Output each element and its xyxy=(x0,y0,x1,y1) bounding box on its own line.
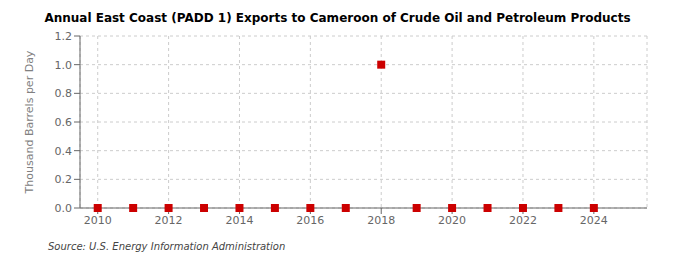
html-text:Source: U.S. Energy Informatio: Source: U.S. Energy Information Administ… xyxy=(48,241,286,252)
svg-text:0.2: 0.2 xyxy=(55,173,73,186)
html-text:Annual East Coast (PADD 1) Exp: Annual East Coast (PADD 1) Exports to Ca… xyxy=(44,11,631,25)
svg-text:0.8: 0.8 xyxy=(55,87,73,100)
svg-text:2014: 2014 xyxy=(225,214,253,227)
svg-text:2010: 2010 xyxy=(84,214,112,227)
svg-text:2024: 2024 xyxy=(580,214,608,227)
svg-text:0.0: 0.0 xyxy=(55,202,73,215)
svg-text:2012: 2012 xyxy=(155,214,183,227)
svg-text:2022: 2022 xyxy=(509,214,537,227)
svg-text:0.4: 0.4 xyxy=(55,145,73,158)
svg-text:1.0: 1.0 xyxy=(55,59,73,72)
svg-text:2016: 2016 xyxy=(296,214,324,227)
svg-text:2020: 2020 xyxy=(438,214,466,227)
svg-text:1.2: 1.2 xyxy=(55,30,73,43)
svg-text:0.6: 0.6 xyxy=(55,116,73,129)
svg-text:2018: 2018 xyxy=(367,214,395,227)
svg-text:Thousand Barrels per Day: Thousand Barrels per Day xyxy=(23,50,36,194)
